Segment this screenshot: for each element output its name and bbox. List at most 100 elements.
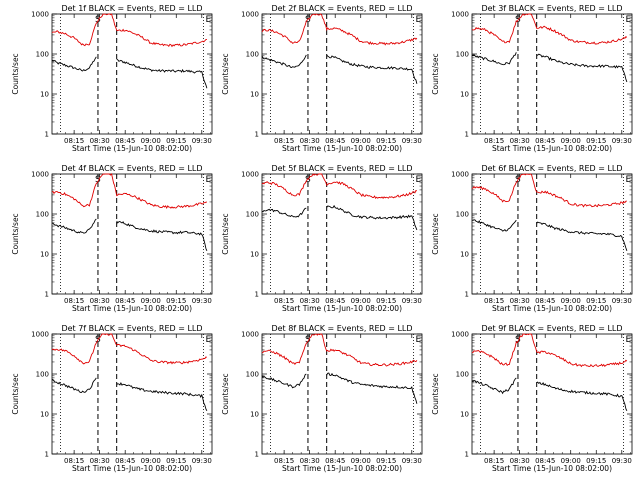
y-tick-label: 1000 [451, 171, 469, 179]
x-axis-label: Start Time (15-Jun-10 08:02:00) [492, 464, 612, 473]
series-line [536, 381, 628, 412]
series-line [471, 173, 627, 208]
chart-title: Det 1f BLACK = Events, RED = LLD [61, 4, 202, 13]
x-tick-label: 08:15 [64, 297, 84, 305]
y-axis-label: Counts/sec [221, 373, 230, 414]
plot-frame [261, 173, 423, 295]
y-tick-label: 10 [460, 91, 469, 99]
y-tick-label: 1 [255, 131, 259, 139]
y-tick-label: 10 [40, 91, 49, 99]
y-tick-label: 1 [255, 451, 259, 459]
y-tick-label: 1000 [241, 11, 259, 19]
end-marker-label: E [205, 175, 211, 185]
y-tick-label: 1000 [241, 171, 259, 179]
x-tick-label: 08:30 [300, 137, 320, 145]
chart-title: Det 3f BLACK = Events, RED = LLD [481, 4, 622, 13]
x-tick-label: 08:45 [115, 297, 135, 305]
x-tick-label: 08:45 [535, 297, 555, 305]
end-marker-label: E [415, 15, 421, 25]
x-tick-label: 09:00 [141, 457, 161, 465]
y-tick-label: 10 [250, 91, 259, 99]
series-line [261, 54, 307, 68]
start-marker-label: S [305, 335, 311, 345]
series-line [471, 219, 517, 232]
y-axis-label: Counts/sec [431, 213, 440, 254]
y-tick-label: 1000 [451, 331, 469, 339]
series-line [471, 377, 517, 395]
series-line [261, 207, 307, 218]
x-tick-label: 08:45 [535, 137, 555, 145]
series-line [116, 382, 208, 412]
y-tick-label: 100 [36, 371, 49, 379]
y-tick-label: 1000 [31, 331, 49, 339]
y-tick-label: 10 [460, 251, 469, 259]
plot-frame [471, 333, 633, 455]
chart-panel: Det 8f BLACK = Events, RED = LLD 1 10 100 10… [221, 324, 423, 473]
x-tick-label: 09:30 [402, 457, 422, 465]
series-line [326, 54, 418, 84]
x-tick-label: 08:15 [274, 137, 294, 145]
x-tick-label: 09:15 [376, 137, 396, 145]
x-tick-label: 08:15 [484, 297, 504, 305]
y-tick-label: 100 [36, 211, 49, 219]
x-tick-label: 09:15 [586, 457, 606, 465]
chart-panel: Det 5f BLACK = Events, RED = LLD 1 10 100 10… [221, 164, 423, 313]
series-line [51, 56, 97, 72]
y-tick-label: 1 [465, 451, 469, 459]
x-tick-label: 09:00 [141, 297, 161, 305]
y-tick-label: 100 [456, 371, 469, 379]
plot-frame [261, 333, 423, 455]
x-tick-label: 09:30 [612, 457, 632, 465]
x-tick-label: 08:45 [325, 137, 345, 145]
plot-frame [51, 173, 213, 295]
x-axis-label: Start Time (15-Jun-10 08:02:00) [282, 144, 402, 153]
x-tick-label: 09:15 [586, 297, 606, 305]
x-axis-label: Start Time (15-Jun-10 08:02:00) [492, 144, 612, 153]
series-line [51, 377, 97, 393]
x-tick-label: 08:45 [535, 457, 555, 465]
y-tick-label: 10 [250, 251, 259, 259]
y-tick-label: 1000 [241, 331, 259, 339]
series-line [472, 333, 628, 368]
start-marker-label: S [305, 15, 311, 25]
x-tick-label: 09:00 [351, 137, 371, 145]
x-tick-label: 09:00 [141, 137, 161, 145]
chart-title: Det 8f BLACK = Events, RED = LLD [271, 324, 412, 333]
series-line [51, 333, 208, 365]
y-axis-label: Counts/sec [221, 213, 230, 254]
y-tick-label: 1 [45, 451, 49, 459]
series-line [261, 173, 418, 200]
x-tick-label: 08:45 [115, 137, 135, 145]
series-line [51, 173, 207, 210]
chart-panel: Det 7f BLACK = Events, RED = LLD 1 10 100 10… [11, 324, 213, 473]
start-marker-label: S [515, 335, 521, 345]
x-tick-label: 09:15 [166, 297, 186, 305]
series-line [261, 373, 307, 389]
x-tick-label: 09:00 [561, 457, 581, 465]
x-tick-label: 08:15 [64, 457, 84, 465]
x-tick-label: 08:15 [484, 137, 504, 145]
series-line [326, 204, 418, 231]
x-tick-label: 08:30 [300, 457, 320, 465]
x-tick-label: 09:15 [166, 457, 186, 465]
y-tick-label: 100 [36, 51, 49, 59]
x-tick-label: 08:15 [484, 457, 504, 465]
series-line [261, 333, 418, 367]
y-tick-label: 1 [45, 291, 49, 299]
y-tick-label: 100 [246, 371, 259, 379]
y-axis-label: Counts/sec [221, 53, 230, 94]
series-line [51, 218, 97, 234]
x-tick-label: 08:15 [64, 137, 84, 145]
x-tick-label: 08:15 [274, 457, 294, 465]
chart-panel: Det 1f BLACK = Events, RED = LLD 1 10 100 10… [11, 4, 213, 153]
plot-frame [471, 13, 633, 135]
plot-frame [51, 333, 213, 455]
x-tick-label: 09:00 [561, 297, 581, 305]
x-tick-label: 08:30 [510, 297, 530, 305]
series-line [261, 13, 418, 46]
chart-title: Det 2f BLACK = Events, RED = LLD [271, 4, 412, 13]
y-tick-label: 1000 [451, 11, 469, 19]
x-axis-label: Start Time (15-Jun-10 08:02:00) [72, 144, 192, 153]
y-tick-label: 10 [40, 411, 49, 419]
chart-panel: Det 3f BLACK = Events, RED = LLD 1 10 100 10… [431, 4, 633, 153]
